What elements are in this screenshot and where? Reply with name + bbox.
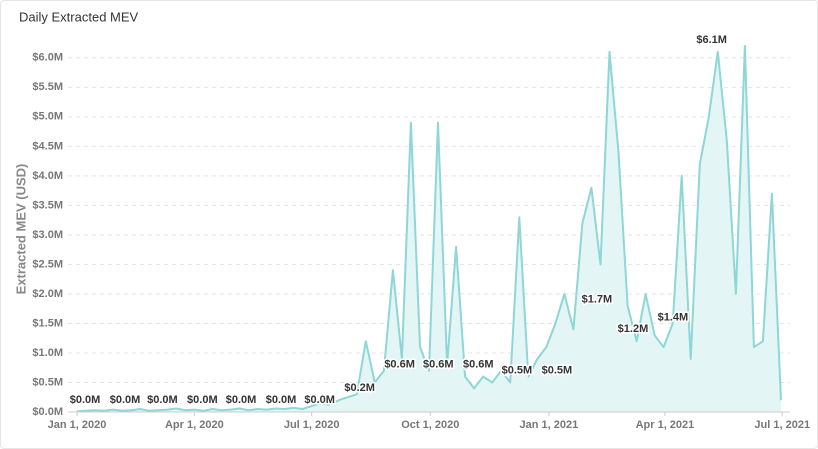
y-tick-label: $2.5M [32,258,63,270]
y-tick-label: $1.5M [32,317,63,329]
data-label: $6.1M [696,34,727,46]
x-tick-label: Jul 1, 2020 [284,419,340,431]
chart-title: Daily Extracted MEV [19,9,139,24]
data-label: $0.0M [304,394,335,406]
y-axis-label: Extracted MEV (USD) [13,164,28,295]
x-tick-label: Jul 1, 2021 [754,419,810,431]
x-tick-label: Oct 1, 2020 [401,419,459,431]
y-tick-label: $6.0M [32,52,63,64]
data-label: $0.0M [110,394,141,406]
area-fill [77,46,781,412]
data-label: $0.5M [542,364,573,376]
y-tick-label: $3.0M [32,229,63,241]
data-label: $0.0M [266,394,297,406]
data-label: $0.0M [70,394,101,406]
x-tick-label: Jan 1, 2020 [48,419,107,431]
data-label: $1.7M [582,294,613,306]
y-tick-label: $1.0M [32,347,63,359]
data-label: $0.2M [344,382,375,394]
y-tick-label: $4.0M [32,170,63,182]
y-tick-label: $4.5M [32,140,63,152]
data-label: $0.0M [226,394,257,406]
data-label: $1.4M [658,311,689,323]
y-tick-label: $3.5M [32,199,63,211]
y-tick-label: $0.0M [32,406,63,418]
line [76,45,782,413]
x-tick-label: Apr 1, 2021 [636,419,695,431]
x-tick-label: Apr 1, 2020 [165,419,224,431]
data-label: $0.0M [147,394,178,406]
y-tick-label: $2.0M [32,288,63,300]
y-tick-label: $5.5M [32,81,63,93]
x-tick-label: Jan 1, 2021 [520,419,579,431]
data-label: $0.0M [187,394,218,406]
data-label: $0.6M [423,358,454,370]
y-tick-label: $5.0M [32,111,63,123]
data-label: $0.6M [384,358,415,370]
data-label: $0.6M [463,358,494,370]
data-label: $1.2M [618,323,649,335]
data-label: $0.5M [502,364,533,376]
y-tick-label: $0.5M [32,376,63,388]
